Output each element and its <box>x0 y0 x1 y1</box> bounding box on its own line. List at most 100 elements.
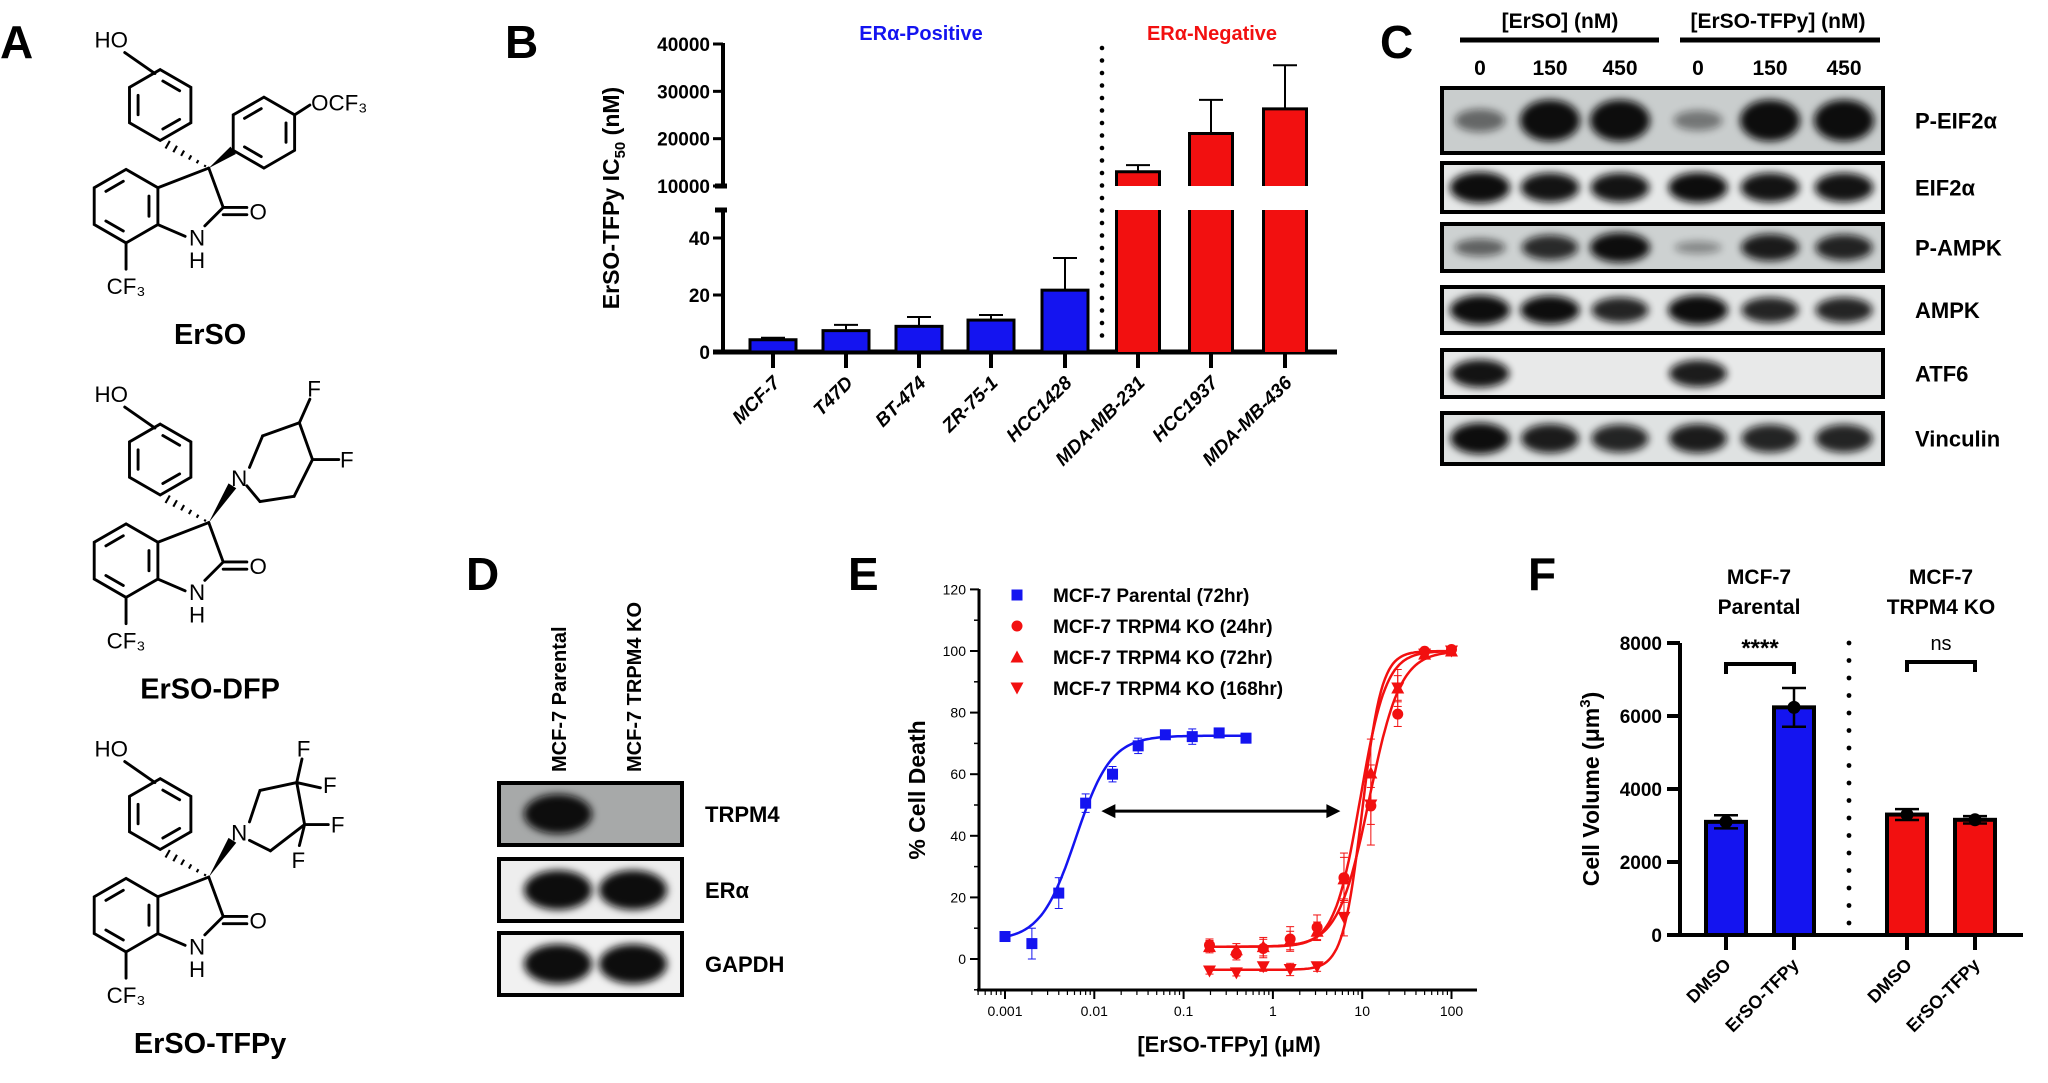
data-point <box>1186 731 1198 743</box>
atom-label-hydroxyl: HO <box>95 382 128 407</box>
y-tick-label: 2000 <box>1620 853 1662 874</box>
data-point <box>1445 645 1458 658</box>
panel-label-a: A <box>0 16 33 68</box>
panel-label-e: E <box>848 548 879 600</box>
bond <box>297 397 312 425</box>
bar-dmso <box>1704 819 1748 937</box>
group-divider-dot <box>1846 658 1852 663</box>
group-divider-dot <box>1846 745 1852 751</box>
blot-band <box>1450 422 1510 455</box>
data-point <box>999 931 1011 943</box>
atom-label-fluorine: F <box>291 848 305 873</box>
x-tick-label: 10 <box>1354 1003 1370 1019</box>
y-axis-label-superscript: 3 <box>1577 699 1594 707</box>
ring-bond <box>128 67 193 143</box>
blot-border <box>1440 348 1885 399</box>
y-tick-label: 30000 <box>657 82 710 103</box>
x-tick-label: BT-474 <box>872 372 931 431</box>
mean-point <box>1719 815 1733 829</box>
bar-outline <box>1188 210 1234 352</box>
blot-band <box>1454 238 1506 257</box>
group-divider-dot <box>1099 220 1105 226</box>
data-point <box>1256 940 1270 953</box>
blot-border <box>1440 411 1885 466</box>
group-divider-dot <box>1846 815 1852 821</box>
y-tick-label: 60 <box>950 766 966 782</box>
group-divider-dot <box>1099 133 1105 138</box>
atom-label-oxygen: O <box>249 554 266 579</box>
data-point <box>1132 740 1144 752</box>
atom-label-fluorine: F <box>340 447 354 472</box>
blot-label: ERα <box>705 878 750 903</box>
group-divider-dot <box>1099 120 1105 126</box>
hash-bond <box>180 859 186 866</box>
panel-a-structures: HOONHCF₃ErSOOCF₃HOONHCF₃ErSO-DFPNFFHOONH… <box>92 27 367 1060</box>
blot-band <box>1520 172 1580 203</box>
blot-background <box>1442 413 1883 464</box>
group-divider-dot <box>1846 885 1852 891</box>
hash-bond <box>195 514 200 519</box>
atom-label-nitrogen: N <box>189 580 205 605</box>
hash-bond <box>187 154 193 161</box>
bar-t47d <box>821 329 871 354</box>
treatment-header: [ErSO] (nM) <box>1502 10 1619 33</box>
blot-band <box>1741 424 1799 453</box>
bar-bt-474 <box>894 324 944 354</box>
fit-curve <box>1004 734 1246 939</box>
bond <box>297 421 314 461</box>
blot-band <box>1450 295 1510 325</box>
y-tick-label: 40 <box>950 828 966 844</box>
atom-label-nitrogen: N <box>189 935 205 960</box>
blot-label: AMPK <box>1915 298 1980 323</box>
group-divider-dot <box>1099 295 1105 301</box>
blot-vinculin <box>1440 411 1885 466</box>
hash-bond <box>203 164 207 168</box>
y-tick-label: 20 <box>689 286 710 307</box>
data-point <box>1107 768 1119 780</box>
group-title-er-positive: ERα-Positive <box>859 23 982 45</box>
double-bond <box>104 574 125 587</box>
mean-point <box>1968 813 1982 827</box>
double-bond <box>161 79 182 93</box>
data-point <box>1256 961 1270 974</box>
y-tick-label: 20000 <box>657 130 710 151</box>
significance-label: ns <box>1930 633 1951 655</box>
group-divider-dot <box>1846 780 1852 786</box>
group-divider-dot <box>1099 245 1105 251</box>
data-point <box>1310 961 1324 974</box>
blot-band <box>1450 359 1510 388</box>
bond <box>269 823 307 853</box>
group-divider-dot <box>1846 728 1852 733</box>
bond <box>258 781 299 792</box>
series-mcf-7-trpm4-ko-168hr- <box>1203 645 1458 980</box>
panel-label-f: F <box>1528 548 1556 600</box>
group-divider-dot <box>1846 710 1852 716</box>
series-mcf-7-parental-72hr- <box>999 727 1252 960</box>
group-divider-dot <box>1099 170 1105 176</box>
y-tick-label: 120 <box>943 581 967 597</box>
blot-band <box>1669 360 1727 387</box>
atom-label-ocf3: OCF₃ <box>311 90 367 115</box>
double-bond <box>104 888 125 902</box>
group-divider-dot <box>1099 195 1105 201</box>
ring-bond <box>128 776 193 852</box>
blot-band <box>1521 235 1579 260</box>
fit-curve <box>1209 650 1452 948</box>
y-tick-label: 6000 <box>1620 707 1662 728</box>
blot-band <box>1741 234 1799 261</box>
structure-erso: HO O NH CF₃ ErSO OCF₃ <box>92 27 367 351</box>
data-point <box>1229 943 1243 956</box>
y-tick-label: 40000 <box>657 35 710 56</box>
group-divider-dot <box>1846 833 1852 838</box>
bar-outline <box>1115 210 1161 352</box>
bond <box>295 781 307 827</box>
dose-label: 0 <box>1692 57 1704 80</box>
double-bond <box>104 534 125 548</box>
blot-band <box>1591 424 1649 453</box>
bar-upper-mda-mb-436 <box>1262 108 1308 186</box>
panel-b-ic50-chart: 0 20 40 10000 20000 30000 40000 ErSO-TFPy IC50 … <box>598 23 1337 470</box>
data-point <box>1310 924 1324 937</box>
dose-label: 450 <box>1602 57 1637 80</box>
compound-name: ErSO <box>174 319 246 351</box>
data-point <box>1026 938 1038 950</box>
